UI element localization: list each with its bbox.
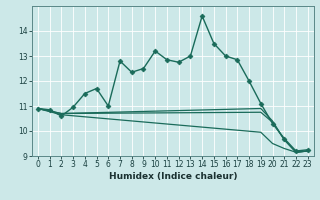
X-axis label: Humidex (Indice chaleur): Humidex (Indice chaleur)	[108, 172, 237, 181]
